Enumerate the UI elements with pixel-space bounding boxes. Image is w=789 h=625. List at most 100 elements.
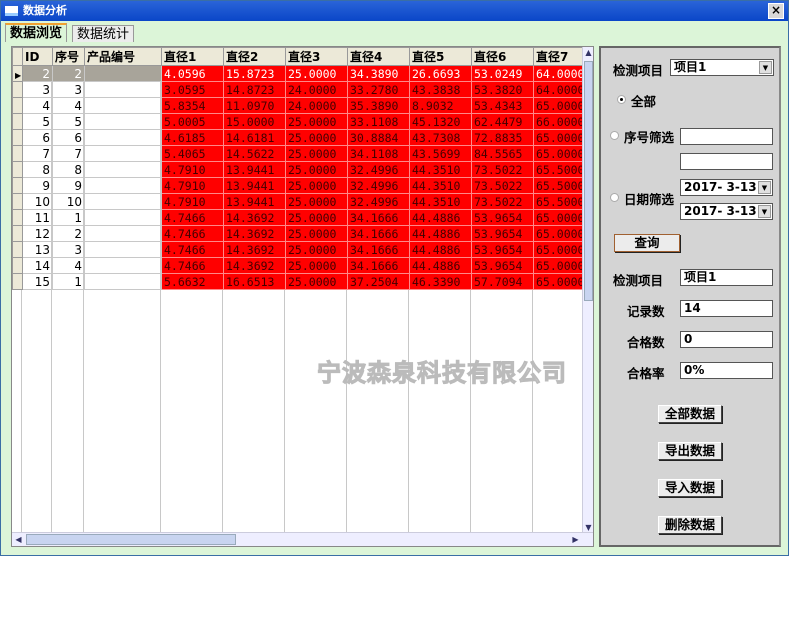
table-row[interactable]: 4 4 5.8354 11.0970 24.0000 35.3890 8.9032 53.43… [12, 97, 593, 114]
column-header[interactable]: ID [22, 47, 53, 66]
table-cell[interactable]: 14.3692 [223, 257, 286, 274]
table-row[interactable]: 13 3 4.7466 14.3692 25.0000 34.1666 44.4886 53.… [12, 241, 593, 258]
table-cell[interactable]: 5 [22, 113, 53, 130]
table-cell[interactable]: 8 [22, 161, 53, 178]
date-from-picker[interactable]: 2017- 3-13 ▼ [680, 179, 773, 196]
table-cell[interactable]: 4.0596 [161, 65, 224, 82]
table-cell[interactable]: 24.0000 [285, 81, 348, 98]
table-cell[interactable]: 57.7094 [471, 273, 534, 290]
item-select[interactable]: 项目1 ▼ [670, 59, 774, 76]
table-cell[interactable]: 1 [52, 273, 85, 290]
table-cell[interactable]: 84.5565 [471, 145, 534, 162]
table-cell[interactable]: 33.2780 [347, 81, 410, 98]
row-indicator[interactable] [12, 193, 23, 210]
table-cell[interactable] [84, 241, 162, 258]
table-cell[interactable]: 25.0000 [285, 225, 348, 242]
table-cell[interactable]: 64.0000 [533, 65, 593, 82]
table-cell[interactable]: 14.6181 [223, 129, 286, 146]
table-cell[interactable]: 32.4996 [347, 193, 410, 210]
table-cell[interactable]: 53.9654 [471, 209, 534, 226]
table-cell[interactable]: 65.0000 [533, 225, 593, 242]
table-cell[interactable]: 5.8354 [161, 97, 224, 114]
table-cell[interactable]: 53.9654 [471, 225, 534, 242]
vertical-scroll-thumb[interactable] [584, 61, 593, 301]
table-cell[interactable]: 4.7466 [161, 225, 224, 242]
table-cell[interactable]: 43.7308 [409, 129, 472, 146]
table-cell[interactable]: 44.3510 [409, 193, 472, 210]
row-indicator[interactable] [12, 225, 23, 242]
table-cell[interactable] [84, 145, 162, 162]
chevron-down-icon[interactable]: ▼ [758, 181, 771, 194]
table-row[interactable]: 6 6 4.6185 14.6181 25.0000 30.8884 43.7308 72.8… [12, 129, 593, 146]
table-row[interactable]: 8 8 4.7910 13.9441 25.0000 32.4996 44.3510 73.5… [12, 161, 593, 178]
table-cell[interactable] [84, 97, 162, 114]
table-cell[interactable] [84, 193, 162, 210]
table-cell[interactable]: 53.9654 [471, 241, 534, 258]
table-cell[interactable]: 65.0000 [533, 129, 593, 146]
chevron-down-icon[interactable]: ▼ [759, 61, 772, 74]
row-indicator[interactable] [12, 113, 23, 130]
table-cell[interactable]: 6 [22, 129, 53, 146]
table-cell[interactable]: 5.4065 [161, 145, 224, 162]
table-cell[interactable]: 14.5622 [223, 145, 286, 162]
table-row[interactable]: ▶ 2 2 4.0596 15.8723 25.0000 34.3890 26.6693 53.… [12, 65, 593, 82]
table-cell[interactable]: 4.7466 [161, 257, 224, 274]
table-row[interactable]: 11 1 4.7466 14.3692 25.0000 34.1666 44.4886 53.… [12, 209, 593, 226]
table-cell[interactable]: 2 [22, 65, 53, 82]
row-indicator[interactable] [12, 81, 23, 98]
table-cell[interactable]: 3.0595 [161, 81, 224, 98]
table-cell[interactable]: 44.4886 [409, 241, 472, 258]
table-cell[interactable]: 34.1666 [347, 225, 410, 242]
tab-data-stats[interactable]: 数据统计 [72, 25, 135, 42]
table-cell[interactable]: 11.0970 [223, 97, 286, 114]
table-cell[interactable]: 44.4886 [409, 257, 472, 274]
table-cell[interactable]: 3 [52, 81, 85, 98]
table-cell[interactable]: 24.0000 [285, 97, 348, 114]
table-cell[interactable]: 5.6632 [161, 273, 224, 290]
table-cell[interactable]: 11 [22, 209, 53, 226]
table-cell[interactable] [84, 161, 162, 178]
scroll-left-icon[interactable]: ◀ [15, 535, 22, 544]
table-cell[interactable]: 73.5022 [471, 161, 534, 178]
table-cell[interactable]: 13 [22, 241, 53, 258]
table-cell[interactable]: 3 [52, 241, 85, 258]
table-cell[interactable]: 53.4343 [471, 97, 534, 114]
row-indicator[interactable] [12, 129, 23, 146]
table-cell[interactable]: 25.0000 [285, 209, 348, 226]
table-cell[interactable]: 45.1320 [409, 113, 472, 130]
table-cell[interactable] [84, 113, 162, 130]
table-cell[interactable]: 2 [52, 225, 85, 242]
import-data-button[interactable]: 导入数据 [658, 479, 722, 497]
table-cell[interactable] [84, 81, 162, 98]
table-cell[interactable] [84, 209, 162, 226]
table-cell[interactable]: 14.3692 [223, 225, 286, 242]
vertical-scrollbar[interactable]: ▲ ▼ [582, 47, 593, 533]
table-row[interactable]: 15 1 5.6632 16.6513 25.0000 37.2504 46.3390 57.… [12, 273, 593, 290]
scroll-right-icon[interactable]: ▶ [572, 535, 579, 544]
table-row[interactable]: 14 4 4.7466 14.3692 25.0000 34.1666 44.4886 53.… [12, 257, 593, 274]
row-indicator[interactable] [12, 273, 23, 290]
table-cell[interactable]: 65.0000 [533, 145, 593, 162]
table-cell[interactable]: 30.8884 [347, 129, 410, 146]
table-cell[interactable]: 8 [52, 161, 85, 178]
table-cell[interactable]: 43.5699 [409, 145, 472, 162]
table-cell[interactable] [84, 65, 162, 82]
table-cell[interactable]: 44.4886 [409, 225, 472, 242]
table-cell[interactable]: 25.0000 [285, 65, 348, 82]
table-cell[interactable] [84, 257, 162, 274]
row-indicator[interactable] [12, 177, 23, 194]
table-cell[interactable]: 25.0000 [285, 145, 348, 162]
table-cell[interactable]: 25.0000 [285, 241, 348, 258]
table-cell[interactable]: 14.3692 [223, 241, 286, 258]
table-cell[interactable]: 34.1108 [347, 145, 410, 162]
table-cell[interactable]: 53.0249 [471, 65, 534, 82]
seq-to-input[interactable] [680, 153, 773, 170]
table-cell[interactable]: 53.9654 [471, 257, 534, 274]
date-to-picker[interactable]: 2017- 3-13 ▼ [680, 203, 773, 220]
table-cell[interactable]: 14.3692 [223, 209, 286, 226]
table-cell[interactable]: 53.3820 [471, 81, 534, 98]
table-cell[interactable]: 13.9441 [223, 193, 286, 210]
scroll-down-icon[interactable]: ▼ [585, 523, 592, 532]
table-cell[interactable]: 25.0000 [285, 161, 348, 178]
table-cell[interactable]: 4.7910 [161, 161, 224, 178]
